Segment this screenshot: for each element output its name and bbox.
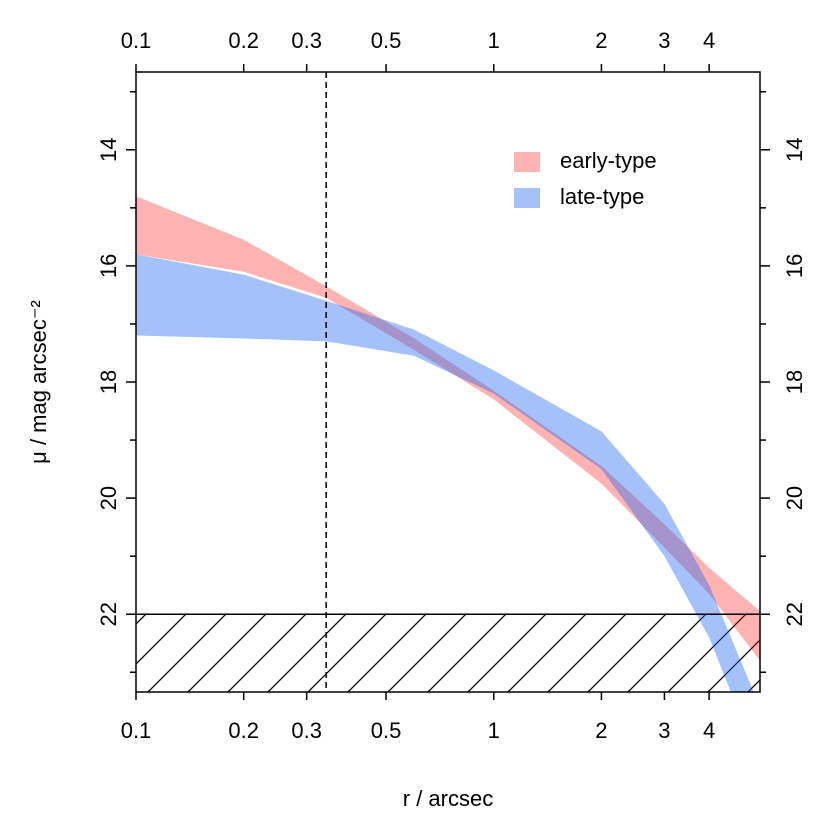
band	[136, 254, 754, 692]
y-axis-label: μ / mag arcsec⁻²	[26, 300, 51, 464]
y-tick-label-right: 18	[782, 370, 807, 394]
x-tick-label: 0.2	[228, 718, 259, 743]
y-tick-label: 22	[96, 602, 121, 626]
legend-swatch	[514, 188, 540, 208]
y-tick-label-right: 14	[782, 138, 807, 162]
plot-area	[136, 196, 760, 692]
x-tick-label-top: 0.2	[228, 28, 259, 53]
x-tick-label-top: 2	[595, 28, 607, 53]
x-axis-label: r / arcsec	[403, 786, 493, 811]
y-tick-label-right: 20	[782, 486, 807, 510]
y-tick-label: 14	[96, 138, 121, 162]
x-tick-label: 2	[595, 718, 607, 743]
y-tick-label: 20	[96, 486, 121, 510]
x-tick-label-top: 0.3	[291, 28, 322, 53]
legend-swatch	[514, 152, 540, 172]
y-tick-label-right: 22	[782, 602, 807, 626]
x-tick-label: 0.5	[371, 718, 402, 743]
legend-label: early-type	[560, 148, 657, 173]
x-tick-label: 4	[703, 718, 715, 743]
x-tick-label: 1	[488, 718, 500, 743]
x-tick-label: 3	[658, 718, 670, 743]
x-tick-label: 0.1	[121, 718, 152, 743]
band	[136, 196, 760, 661]
y-tick-label: 18	[96, 370, 121, 394]
x-tick-label-top: 0.5	[371, 28, 402, 53]
hatched-region	[136, 614, 760, 692]
legend-label: late-type	[560, 184, 644, 209]
y-tick-label: 16	[96, 254, 121, 278]
x-tick-label-top: 0.1	[121, 28, 152, 53]
x-tick-label-top: 1	[488, 28, 500, 53]
x-tick-label: 0.3	[291, 718, 322, 743]
x-tick-label-top: 3	[658, 28, 670, 53]
y-tick-label-right: 16	[782, 254, 807, 278]
x-tick-label-top: 4	[703, 28, 715, 53]
plot-frame	[135, 71, 761, 693]
